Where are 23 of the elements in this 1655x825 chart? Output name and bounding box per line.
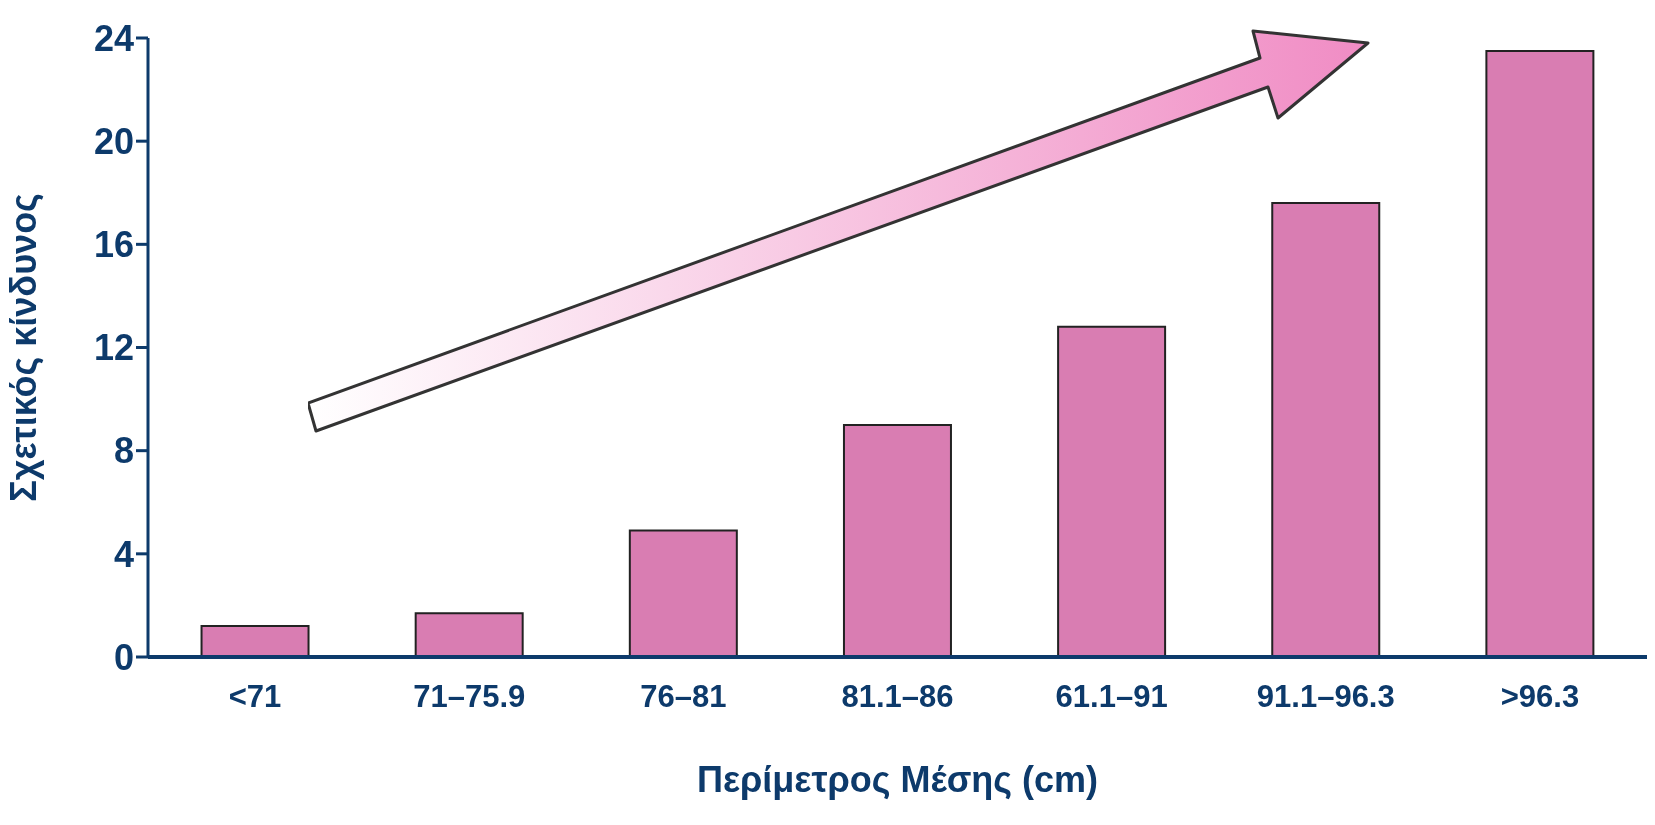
bar bbox=[1485, 49, 1595, 657]
bar bbox=[414, 612, 524, 657]
x-tick-label: <71 bbox=[228, 679, 282, 715]
y-tick-label: 0 bbox=[113, 636, 134, 678]
x-tick-label: 71–75.9 bbox=[413, 679, 526, 715]
y-tick-label: 20 bbox=[93, 120, 134, 162]
x-tick-label: 76–81 bbox=[640, 679, 727, 715]
x-axis-title: Περίμετρος Μέσης (cm) bbox=[696, 759, 1099, 800]
x-tick-label: >96.3 bbox=[1500, 679, 1580, 715]
y-axis-title: Σχετικός κίνδυνος bbox=[2, 193, 44, 502]
bar bbox=[200, 625, 310, 657]
y-tick-label: 12 bbox=[93, 327, 134, 369]
bar bbox=[1057, 325, 1167, 657]
y-tick-label: 24 bbox=[93, 17, 134, 59]
bar bbox=[628, 529, 738, 657]
y-tick-label: 4 bbox=[113, 533, 134, 575]
bar bbox=[842, 423, 952, 657]
y-tick-label: 16 bbox=[93, 224, 134, 266]
x-tick-label: 61.1–91 bbox=[1055, 679, 1168, 715]
bar bbox=[1271, 202, 1381, 657]
x-tick-label: 91.1–96.3 bbox=[1256, 679, 1395, 715]
y-tick-label: 8 bbox=[113, 430, 134, 472]
x-tick-label: 81.1–86 bbox=[841, 679, 954, 715]
